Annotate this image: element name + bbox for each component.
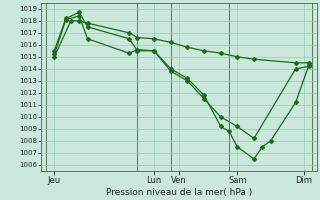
X-axis label: Pression niveau de la mer( hPa ): Pression niveau de la mer( hPa ) bbox=[106, 188, 252, 197]
